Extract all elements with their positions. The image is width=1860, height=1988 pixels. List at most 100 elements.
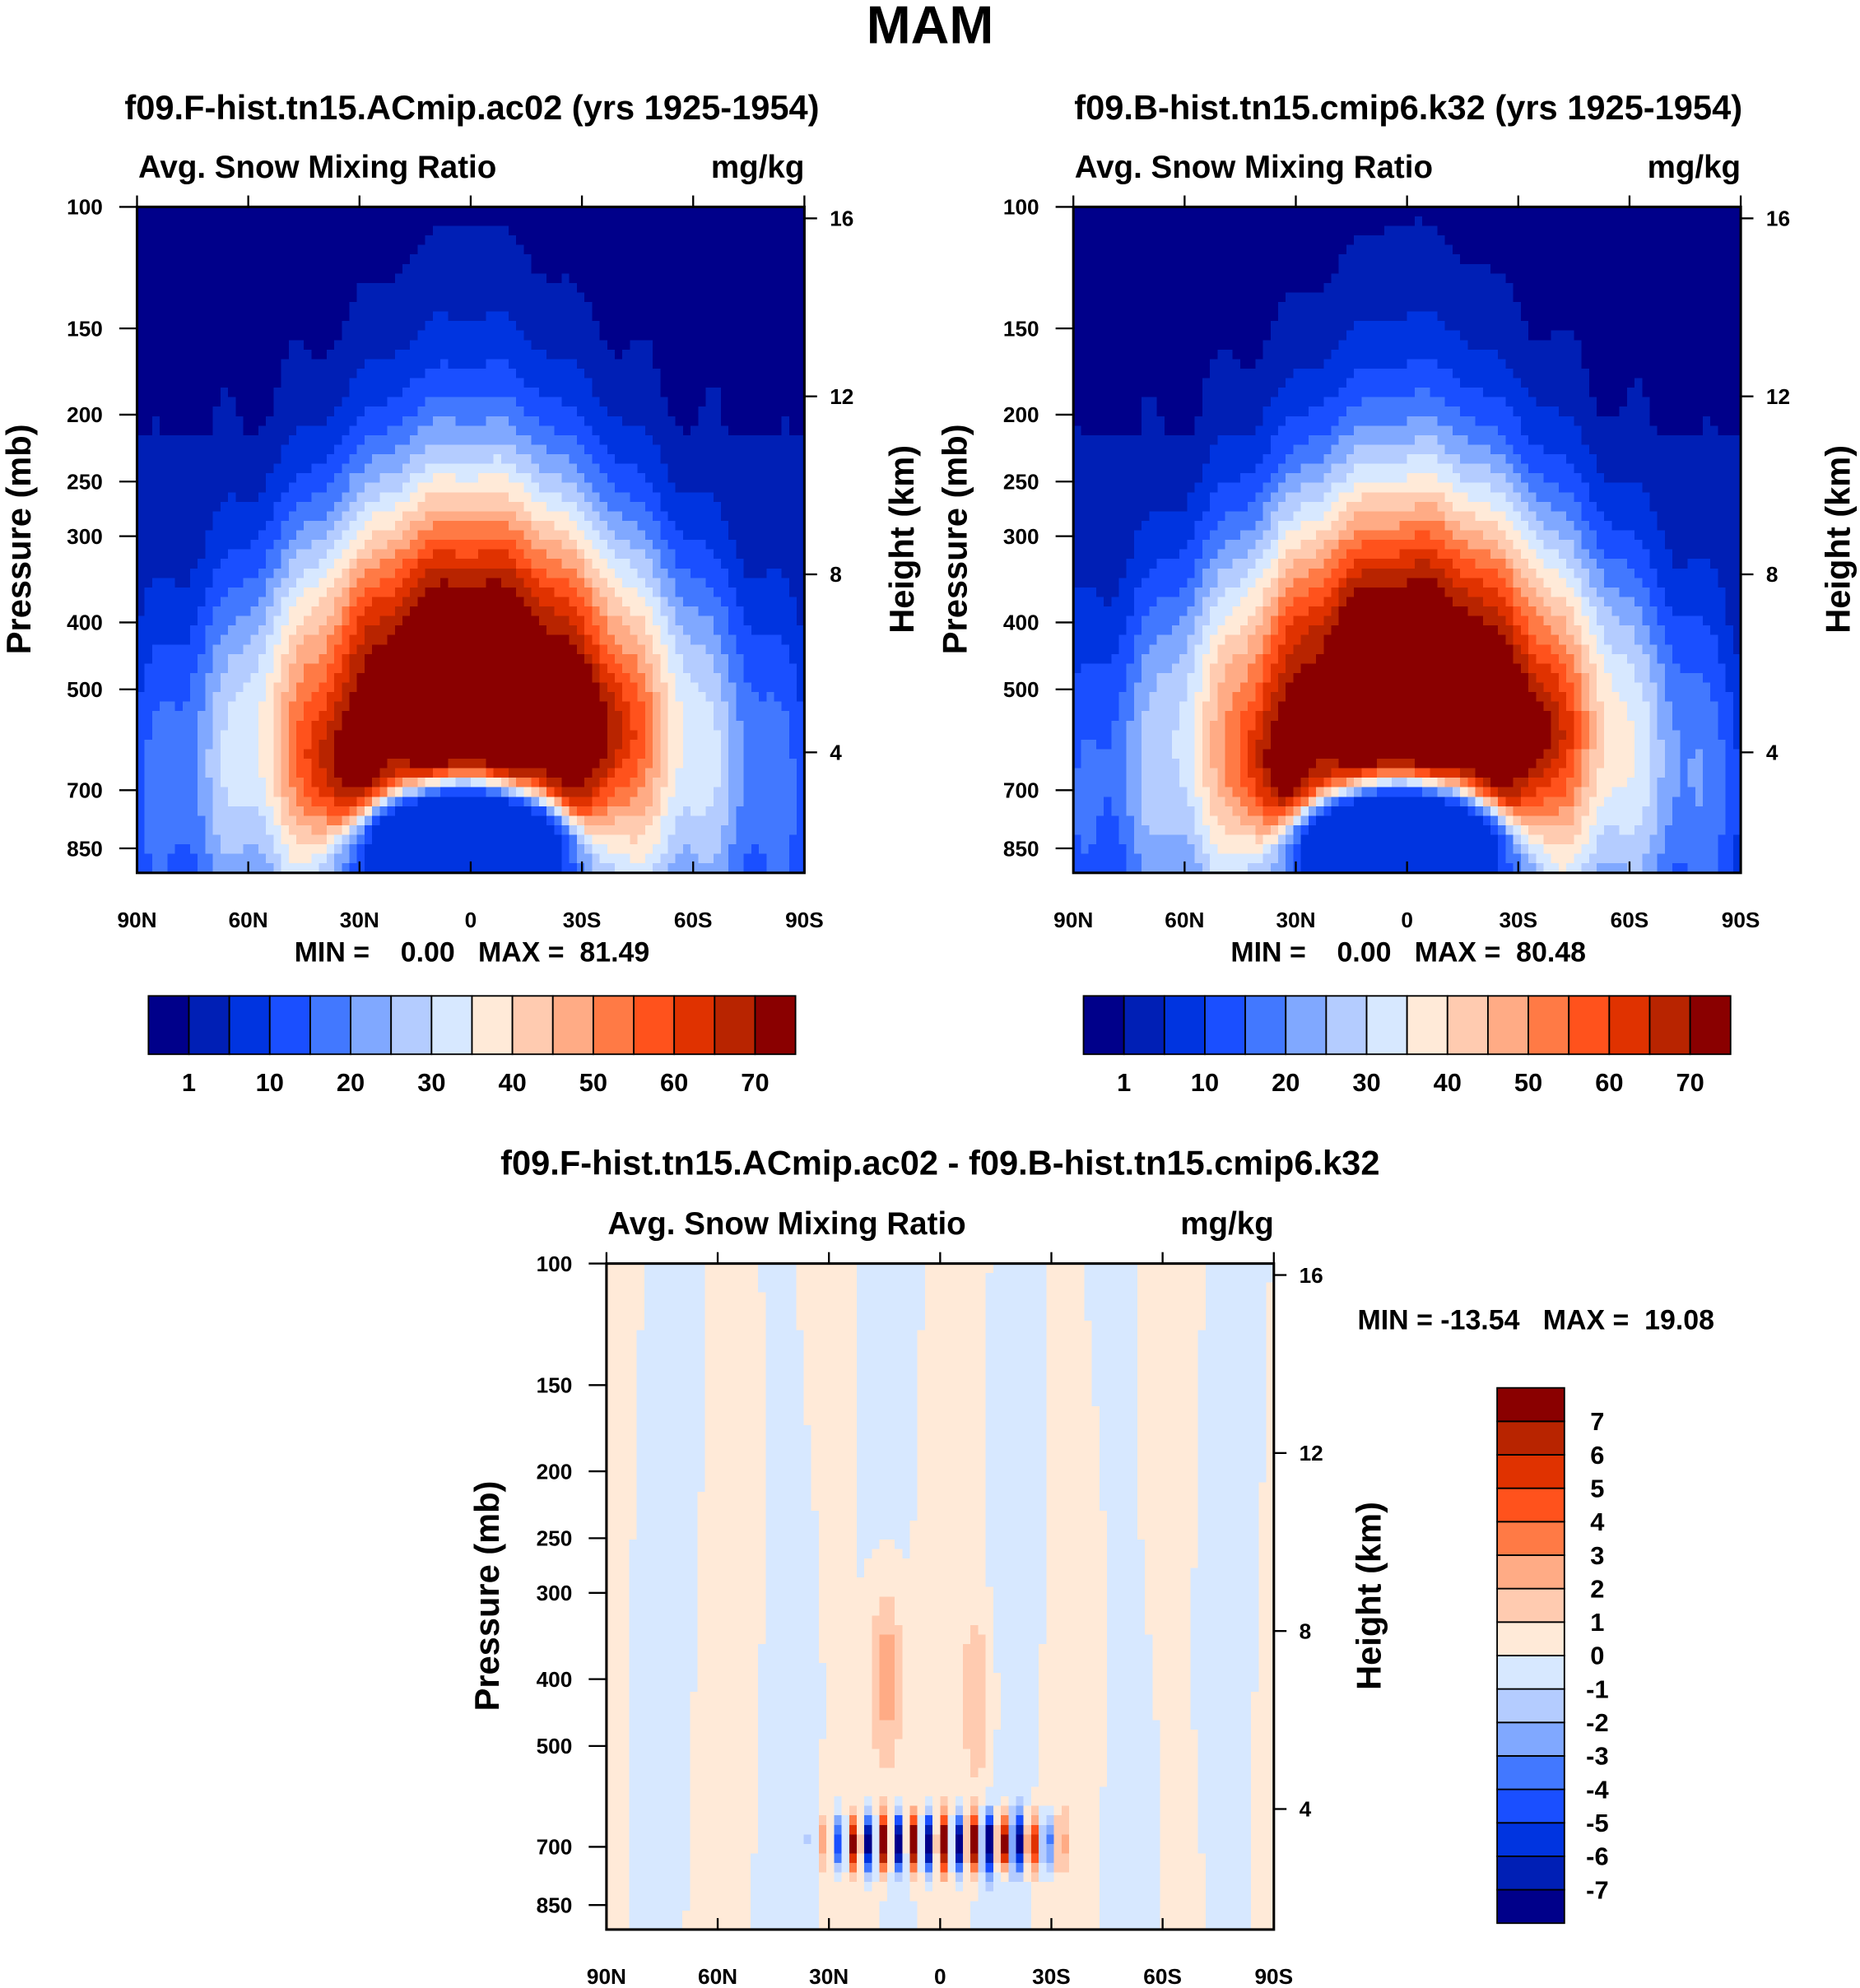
contour-cell <box>509 416 518 427</box>
contour-cell <box>622 597 631 607</box>
contour-cell <box>228 216 237 227</box>
contour-cell <box>630 463 639 475</box>
contour-cell <box>455 653 464 665</box>
contour-cell <box>410 701 419 713</box>
contour-cell <box>402 388 412 398</box>
contour-cell <box>372 349 381 360</box>
contour-cell <box>212 711 221 722</box>
contour-cell <box>736 692 745 703</box>
contour-cell <box>615 330 624 341</box>
contour-cell <box>728 663 737 674</box>
contour-cell <box>220 473 229 484</box>
contour-cell <box>273 540 282 550</box>
contour-cell <box>797 730 806 741</box>
contour-cell <box>592 530 601 541</box>
contour-cell <box>228 568 237 579</box>
contour-cell <box>660 292 669 303</box>
contour-cell <box>516 321 525 332</box>
contour-cell <box>448 711 457 722</box>
contour-cell <box>576 568 586 579</box>
contour-cell <box>644 416 654 427</box>
contour-cell <box>182 406 191 417</box>
contour-cell <box>410 606 419 617</box>
contour-cell <box>151 235 161 246</box>
contour-cell <box>304 663 313 674</box>
contour-cell <box>516 311 525 323</box>
contour-cell <box>538 434 548 446</box>
contour-cell <box>781 587 790 598</box>
contour-cell <box>198 568 207 579</box>
contour-cell <box>144 701 153 713</box>
contour-cell <box>478 292 487 303</box>
contour-cell <box>273 501 282 513</box>
contour-cell <box>258 520 267 532</box>
contour-cell <box>182 216 191 227</box>
contour-cell <box>797 501 806 513</box>
contour-cell <box>660 492 669 503</box>
contour-cell <box>546 540 556 550</box>
contour-cell <box>523 559 532 569</box>
contour-cell <box>538 368 548 379</box>
contour-cell <box>167 330 176 341</box>
contour-cell <box>538 263 548 275</box>
contour-cell <box>569 520 578 532</box>
contour-cell <box>766 444 775 455</box>
contour-cell <box>250 701 259 713</box>
contour-cell <box>160 235 169 246</box>
contour-cell <box>304 263 313 275</box>
contour-cell <box>334 388 343 398</box>
contour-cell <box>387 311 396 323</box>
contour-cell <box>334 578 343 588</box>
contour-cell <box>653 615 662 627</box>
contour-cell <box>266 587 275 598</box>
contour-cell <box>561 330 570 341</box>
contour-cell <box>637 549 646 560</box>
contour-cell <box>167 587 176 598</box>
contour-cell <box>486 273 495 284</box>
contour-cell <box>743 216 752 227</box>
contour-cell <box>266 235 275 246</box>
contour-cell <box>417 349 426 360</box>
contour-cell <box>402 416 412 427</box>
contour-cell <box>167 634 176 646</box>
contour-cell <box>463 568 472 579</box>
contour-cell <box>538 416 548 427</box>
contour-cell <box>721 692 730 703</box>
contour-cell <box>592 701 601 713</box>
contour-cell <box>455 378 464 389</box>
contour-cell <box>174 492 184 503</box>
contour-cell <box>311 254 320 265</box>
contour-cell <box>576 644 586 655</box>
contour-cell <box>630 282 639 294</box>
contour-cell <box>372 444 381 455</box>
contour-cell <box>364 359 374 369</box>
contour-cell <box>531 473 540 484</box>
contour-cell <box>364 397 374 408</box>
contour-cell <box>250 254 259 265</box>
contour-cell <box>349 644 358 655</box>
contour-cell <box>432 273 442 284</box>
contour-cell <box>151 397 161 408</box>
contour-cell <box>455 434 464 446</box>
contour-cell <box>167 568 176 579</box>
contour-cell <box>538 711 548 722</box>
contour-cell <box>728 578 737 588</box>
contour-cell <box>205 597 214 607</box>
contour-cell <box>189 359 199 369</box>
contour-cell <box>205 587 214 598</box>
contour-cell <box>189 682 199 694</box>
contour-cell <box>266 273 275 284</box>
contour-cell <box>667 235 677 246</box>
contour-cell <box>698 730 707 741</box>
contour-cell <box>463 359 472 369</box>
contour-cell <box>220 692 229 703</box>
contour-cell <box>781 444 790 455</box>
contour-cell <box>342 568 351 579</box>
contour-cell <box>356 216 365 227</box>
contour-cell <box>675 359 684 369</box>
contour-cell <box>174 653 184 665</box>
contour-cell <box>493 549 502 560</box>
contour-cell <box>554 568 563 579</box>
contour-cell <box>797 482 806 494</box>
contour-cell <box>387 530 396 541</box>
